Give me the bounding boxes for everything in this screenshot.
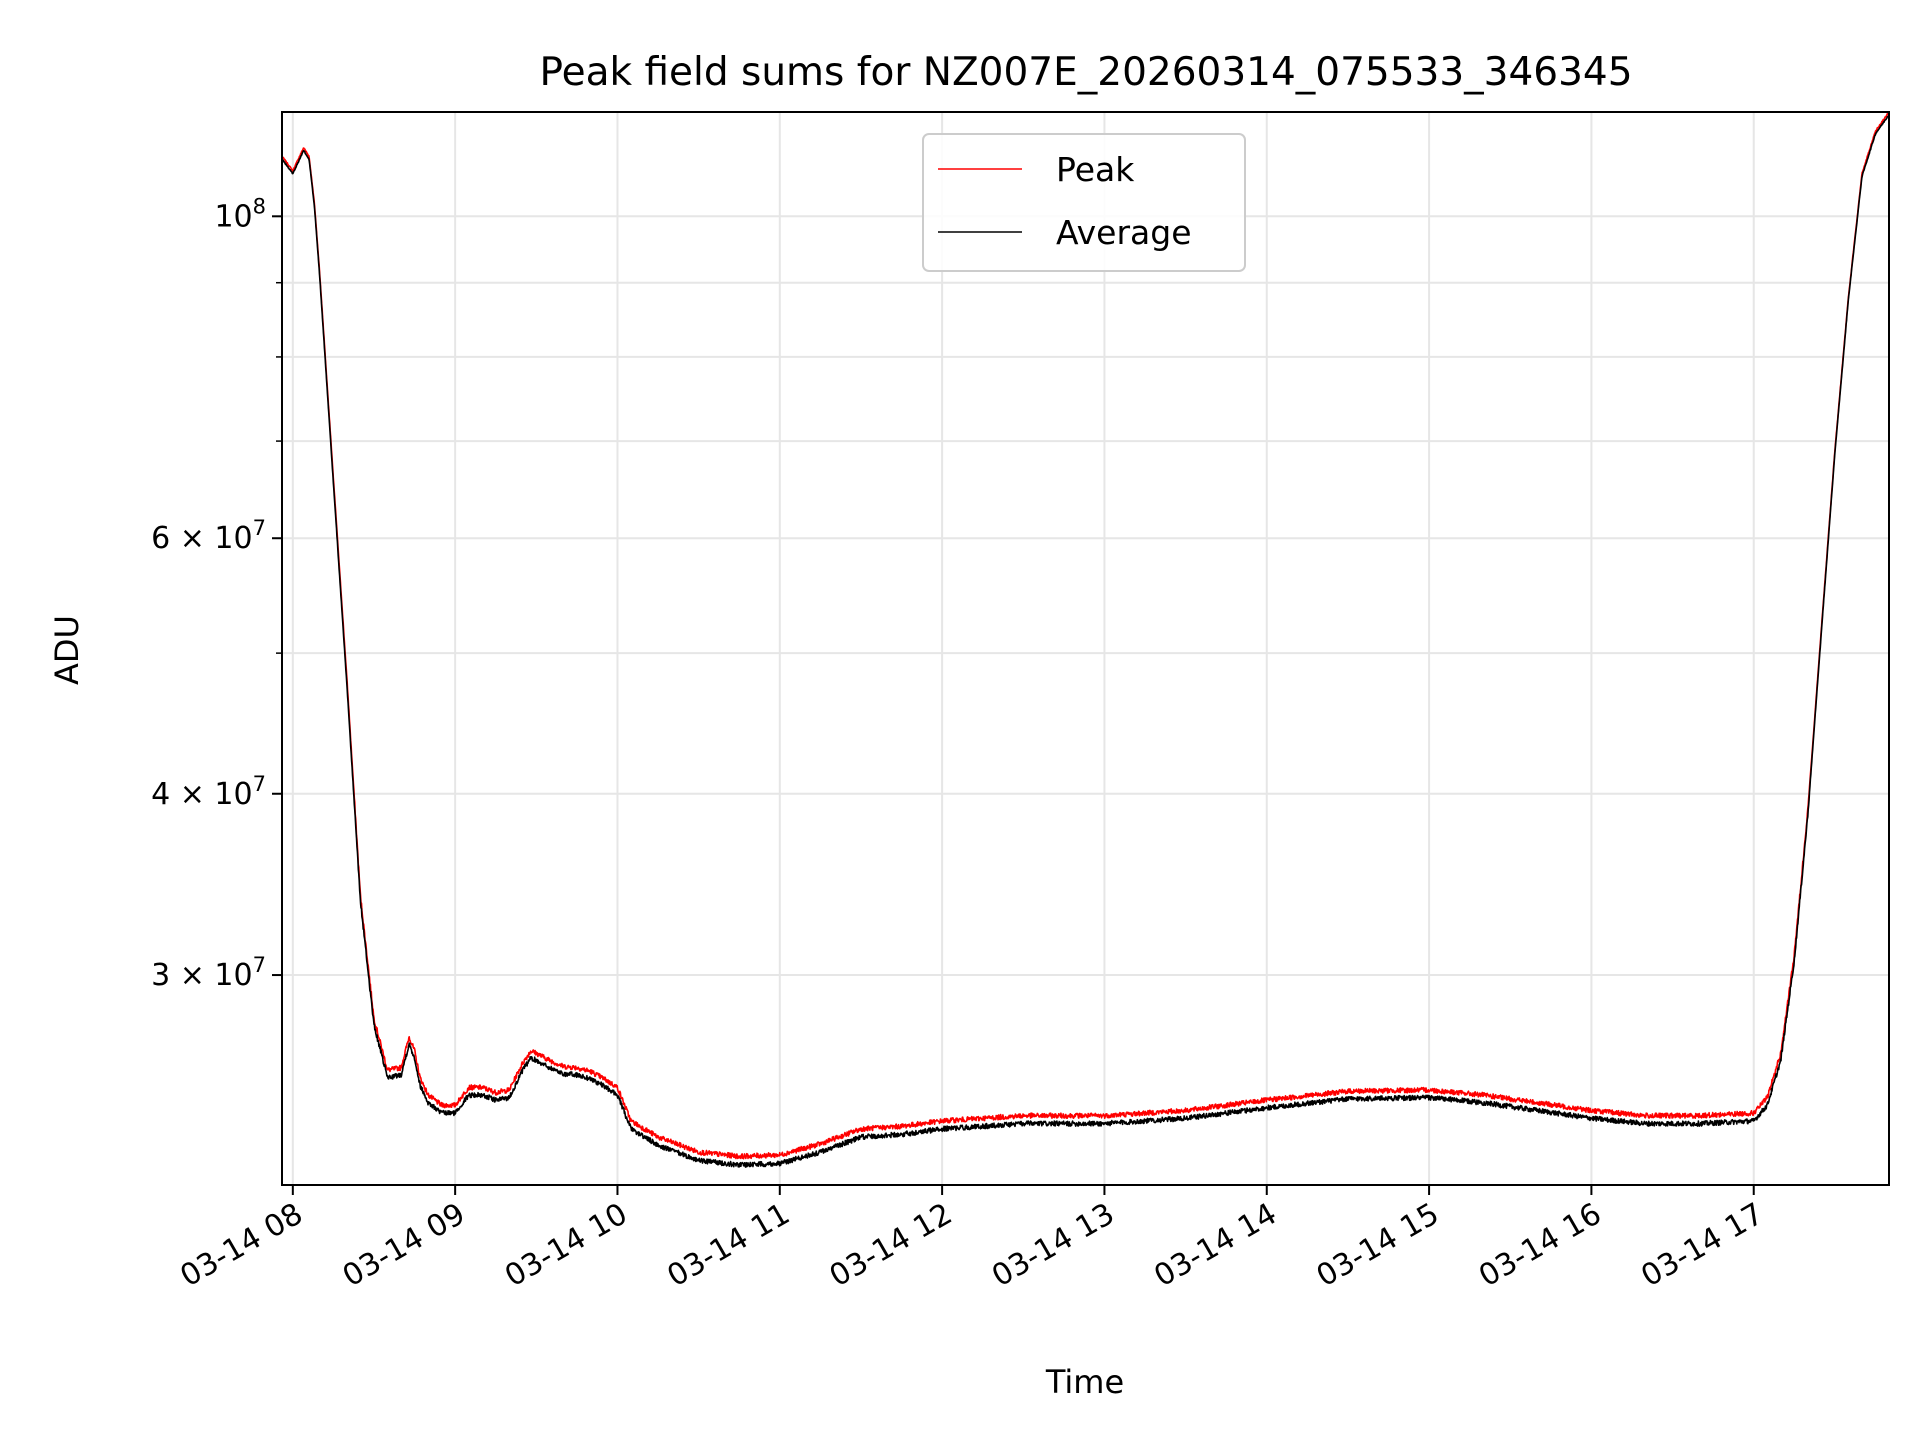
y-tick-label: 4 × 107 [151, 772, 266, 812]
chart-title: Peak field sums for NZ007E_20260314_0755… [539, 50, 1632, 95]
y-tick-label: 3 × 107 [151, 953, 266, 993]
y-tick-label: 6 × 107 [151, 516, 266, 556]
series-line-average [282, 114, 1889, 1168]
plot-frame [281, 111, 1890, 1186]
legend: Peak Average [922, 133, 1246, 272]
y-axis-label: ADU [48, 615, 86, 685]
y-tick-label: 108 [214, 194, 266, 234]
x-axis-label: Time [1045, 1363, 1124, 1401]
series-line-peak [282, 112, 1889, 1160]
series-layer [282, 112, 1889, 1168]
legend-label-peak: Peak [1056, 150, 1135, 189]
legend-label-average: Average [1056, 213, 1192, 252]
